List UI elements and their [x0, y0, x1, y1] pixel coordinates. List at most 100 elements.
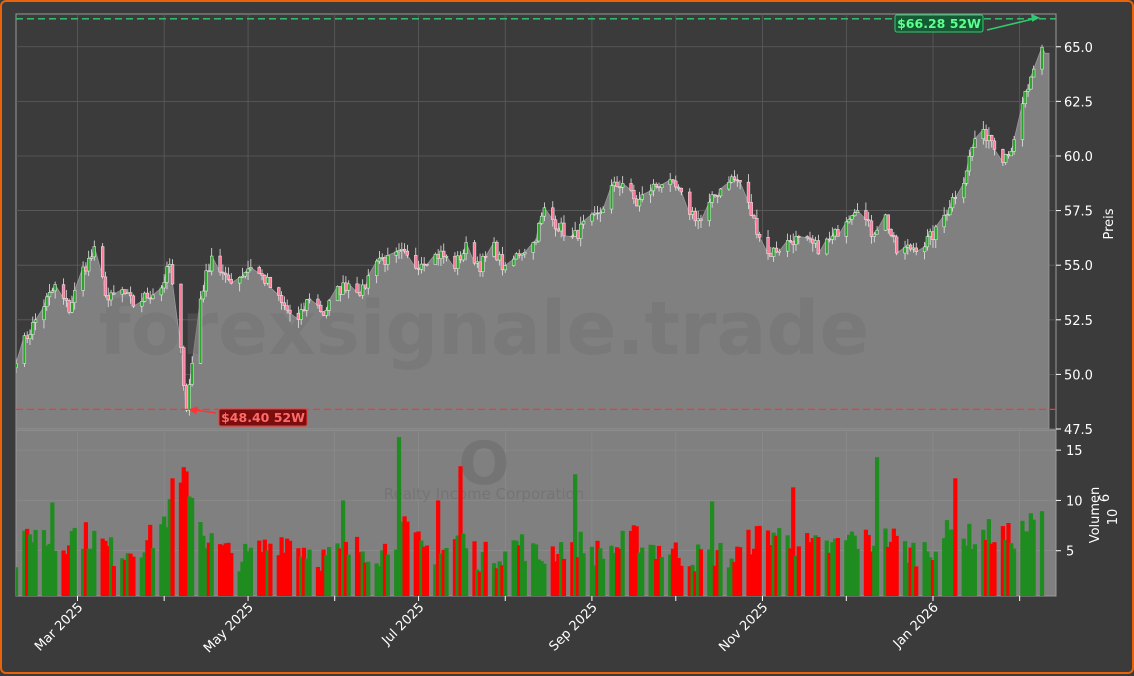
- candle-up: [598, 212, 602, 214]
- candle-up: [22, 335, 27, 364]
- volume-bar-down: [693, 571, 698, 596]
- candle-up: [537, 223, 541, 242]
- candle-up: [531, 242, 535, 253]
- candle-up: [872, 233, 876, 237]
- volume-bar-up: [592, 565, 597, 596]
- volume-bar-down: [807, 542, 813, 596]
- candle-down: [657, 186, 661, 189]
- candle-down: [791, 241, 795, 245]
- candle-down: [769, 253, 773, 257]
- volume-bar-up: [16, 567, 19, 596]
- volume-bar-down: [184, 471, 189, 596]
- volume-bar-up: [849, 531, 855, 596]
- candle-down: [131, 295, 136, 307]
- volume-bar-up: [1028, 513, 1033, 596]
- candle-up: [850, 215, 854, 220]
- candle-up: [833, 229, 837, 237]
- logo-symbol: O: [458, 429, 509, 499]
- candle-up: [785, 240, 790, 252]
- price-tick-label: 47.5: [1064, 423, 1093, 438]
- candle-up: [1031, 68, 1036, 78]
- volume-bar-down: [416, 531, 421, 596]
- candle-down: [500, 254, 505, 271]
- volume-bar-down: [768, 545, 773, 596]
- candle-up: [911, 247, 916, 250]
- volume-bar-up: [581, 553, 586, 596]
- candle-down: [184, 385, 189, 411]
- volume-bar-down: [217, 544, 223, 596]
- candle-up: [609, 185, 614, 210]
- candle-up: [830, 235, 834, 240]
- candle-up: [534, 240, 538, 243]
- volume-bar-down: [321, 549, 326, 596]
- candle-up: [637, 199, 642, 207]
- candle-down: [106, 295, 110, 301]
- candle-down: [148, 297, 152, 300]
- candle-up: [380, 257, 384, 259]
- high-annotation-box: [894, 14, 984, 33]
- annotations: $66.28 52W $48.40 52W: [188, 13, 1041, 427]
- candle-down: [688, 191, 692, 215]
- candle-up: [707, 201, 711, 221]
- candle-up: [165, 266, 169, 283]
- candle-down: [263, 275, 267, 284]
- volume-exponent-label: 6: [1098, 494, 1113, 502]
- candle-down: [128, 292, 133, 297]
- volume-bar-down: [422, 546, 427, 596]
- candle-down: [699, 218, 703, 221]
- volume-bar-up: [497, 561, 502, 596]
- candle-up: [640, 194, 644, 200]
- volume-bar-up: [874, 457, 880, 596]
- volume-bar-up: [491, 563, 497, 596]
- candle-up: [162, 282, 166, 289]
- candle-down: [1001, 149, 1005, 163]
- volume-bar-down: [816, 537, 821, 596]
- volume-bar-down: [296, 548, 301, 596]
- candle-down: [279, 295, 284, 303]
- price-tick-label: 57.5: [1064, 205, 1093, 220]
- volume-bar-up: [455, 535, 460, 596]
- volume-bar-up: [872, 545, 877, 596]
- candle-up: [464, 242, 468, 254]
- candle-down: [416, 267, 421, 270]
- candle-up: [47, 292, 52, 298]
- volume-bar-down: [715, 550, 720, 596]
- candle-down: [358, 292, 362, 296]
- volume-bars: [16, 437, 1045, 596]
- volume-bar-down: [315, 566, 321, 596]
- volume-bar-down: [285, 538, 290, 596]
- volume-bar-up: [299, 556, 304, 596]
- volume-bar-down: [679, 565, 684, 596]
- candle-up: [140, 301, 144, 307]
- candle-down: [735, 179, 739, 181]
- candle-down: [277, 287, 281, 296]
- volume-bar-up: [928, 557, 933, 596]
- volume-bar-down: [757, 525, 762, 596]
- volume-bar-up: [41, 530, 47, 596]
- candle-up: [16, 363, 18, 369]
- candle-up: [825, 238, 829, 255]
- candle-down: [495, 241, 499, 261]
- candle-down: [774, 247, 779, 253]
- volume-bar-down: [561, 558, 567, 596]
- volume-bar-down: [83, 522, 88, 596]
- candle-up: [925, 236, 930, 248]
- volume-bar-up: [972, 544, 978, 596]
- volume-bar-up: [905, 562, 910, 596]
- volume-axis-label: Volumen: [1088, 487, 1103, 544]
- low-annotation-label: $48.40 52W: [221, 410, 305, 425]
- candle-up: [475, 261, 479, 264]
- candle-up: [307, 298, 312, 301]
- volume-bar-down: [282, 552, 287, 596]
- candle-up: [1026, 88, 1030, 92]
- candle-up: [945, 214, 949, 216]
- volume-bar-up: [108, 537, 114, 596]
- volume-bar-down: [405, 521, 410, 596]
- volume-bar-down: [676, 557, 681, 596]
- volume-bar-up: [536, 559, 541, 596]
- volume-tick-label: 15: [1066, 444, 1083, 459]
- high-annotation-arrowhead: [1031, 13, 1041, 22]
- volume-bar-up: [444, 547, 449, 596]
